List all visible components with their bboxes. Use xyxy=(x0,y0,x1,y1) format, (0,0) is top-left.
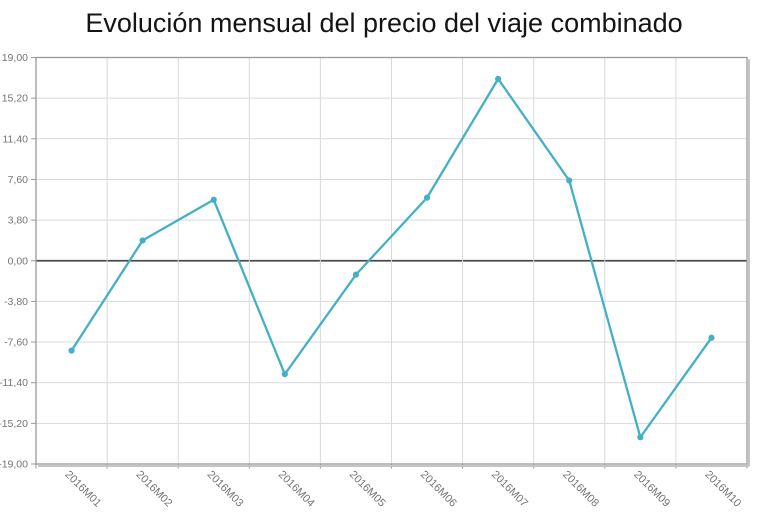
x-tick-label: 2016M06 xyxy=(418,469,459,510)
data-point xyxy=(566,177,573,184)
x-tick-label: 2016M07 xyxy=(489,469,530,510)
y-tick-label: 3,80 xyxy=(8,215,29,227)
y-tick-label: -19,00 xyxy=(0,459,28,471)
data-point xyxy=(352,271,360,278)
x-tick-label: 2016M04 xyxy=(276,469,317,510)
x-tick-label: 2016M02 xyxy=(134,469,175,510)
x-tick-label: 2016M01 xyxy=(62,469,103,510)
y-tick-label: 0,00 xyxy=(8,255,29,267)
data-point xyxy=(139,237,146,244)
x-tick-label: 2016M08 xyxy=(560,469,601,510)
x-tick-label: 2016M03 xyxy=(205,469,246,510)
data-point xyxy=(708,334,715,341)
y-tick-label: 11,40 xyxy=(3,133,29,145)
data-point xyxy=(210,196,217,203)
data-line xyxy=(70,77,713,439)
y-tick-label: -15,20 xyxy=(0,418,28,430)
x-tick-label: 2016M10 xyxy=(702,469,743,510)
data-point xyxy=(637,434,644,441)
x-tick-label: 2016M09 xyxy=(631,469,672,510)
data-point xyxy=(281,371,288,378)
y-tick-label: -11,40 xyxy=(0,377,28,389)
data-point xyxy=(495,75,502,82)
y-tick-label: -7,60 xyxy=(4,337,28,349)
y-tick-label: 7,60 xyxy=(8,174,29,186)
data-point xyxy=(68,347,75,354)
y-tick-label: 15,20 xyxy=(2,93,28,105)
chart-title: Evolución mensual del precio del viaje c… xyxy=(85,8,683,38)
data-point xyxy=(423,194,431,201)
plot-border xyxy=(35,56,748,465)
y-tick-label: 19,00 xyxy=(2,52,28,64)
x-tick-label: 2016M05 xyxy=(347,469,388,510)
y-tick-label: -3,80 xyxy=(4,296,28,308)
